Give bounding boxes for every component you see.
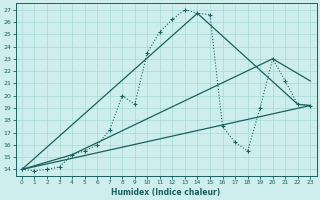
X-axis label: Humidex (Indice chaleur): Humidex (Indice chaleur) [111,188,221,197]
